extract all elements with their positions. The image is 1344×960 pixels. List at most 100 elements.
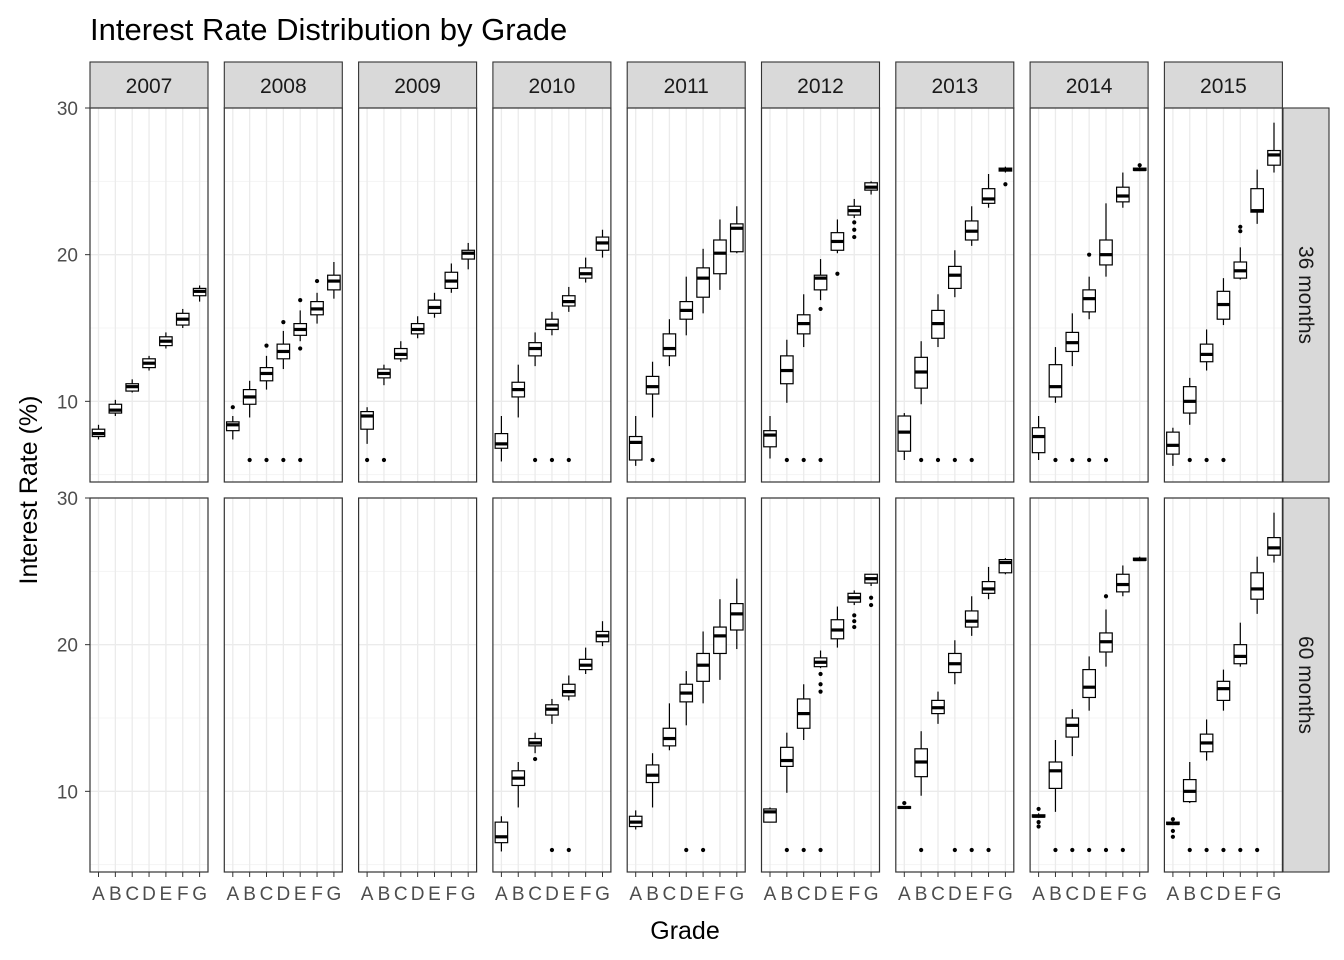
box-F [175,308,190,328]
box-A [494,416,509,462]
panel-border [1163,107,1284,483]
box-E [830,606,845,648]
outlier-point [264,457,269,463]
box-F [713,599,727,680]
facet-panel [492,107,612,483]
box-D [679,276,694,336]
outlier-point [919,847,924,853]
box-E [561,286,576,463]
box-C [931,691,945,724]
outlier-point [935,457,941,463]
facet-panel [1029,107,1149,483]
x-tick-label: E [428,884,441,905]
box-iqr [696,267,710,298]
panel-border [358,107,478,483]
x-tick-label: B [512,884,525,905]
outlier-point [869,595,874,600]
box-E [696,631,710,853]
x-tick-label: A [92,884,105,905]
box-B [511,762,526,808]
box-B [914,731,929,853]
x-tick-label: F [1117,884,1129,905]
outlier-point [852,619,857,624]
box-B [645,361,660,463]
outlier-point [533,457,538,463]
box-iqr [1166,431,1180,455]
box-iqr [1082,289,1097,313]
x-tick-label: E [1100,884,1113,905]
outlier-point [1221,847,1226,853]
outlier-point [1103,594,1109,599]
facet-panel [895,497,1015,873]
panel-border [1029,497,1149,873]
panel-border [223,497,343,873]
x-tick-label: D [411,884,425,905]
box-iqr [494,433,509,449]
panel-border [895,497,1015,873]
x-tick-label: D [814,884,828,905]
outlier-point [549,457,555,463]
box-F [578,647,593,674]
x-tick-label: B [378,884,391,905]
panel-border [626,497,746,873]
box-E [1233,622,1248,853]
box-C [1199,329,1214,463]
box-E [830,219,845,276]
box-B [914,341,929,463]
box-F [310,278,324,324]
box-A [225,405,240,440]
x-tick-label: G [1267,884,1282,905]
box-D [276,320,291,463]
outlier-point [1120,847,1125,853]
facet-strip-label-year: 2010 [529,75,576,98]
outlier-point [381,457,387,463]
x-tick-label: E [160,884,173,905]
x-tick-label: G [998,884,1013,905]
box-G [998,166,1013,187]
box-iqr [494,821,509,844]
facet-strip-label-year: 2012 [797,75,844,98]
box-G [1267,122,1281,173]
x-tick-label: B [646,884,659,905]
x-tick-label: A [764,884,777,905]
y-tick-label: 30 [57,489,78,510]
panel-border [492,497,612,873]
outlier-point [650,457,655,463]
facet-panel [358,497,478,873]
outlier-point [1238,229,1243,234]
box-iqr [1082,668,1097,699]
outlier-point [298,457,303,463]
outlier-point [247,457,252,463]
facet-panel [760,107,881,483]
facet-strip-year [492,61,612,109]
outlier-point [549,847,555,853]
box-C [528,732,542,762]
x-tick-label: F [1251,884,1263,905]
box-C [393,341,408,362]
box-D [545,698,559,853]
facet-strip-label-term: 36 months [1294,246,1317,344]
y-axis-title: Interest Rate (%) [15,396,43,585]
outlier-point [1036,824,1041,829]
panel-border [89,497,209,873]
x-tick-label: F [580,884,592,905]
x-tick-label: D [142,884,156,905]
box-E [427,292,442,318]
box-G [1267,512,1281,563]
panel-border [358,497,478,873]
outlier-point [1036,806,1041,812]
outlier-point [230,405,235,410]
x-tick-label: E [965,884,978,905]
outlier-point [818,689,823,694]
outlier-point [298,346,303,351]
box-D [545,311,559,463]
box-A [1166,817,1180,839]
box-D [813,650,828,853]
x-tick-label: F [848,884,860,905]
outlier-point [1137,163,1142,168]
outlier-point [1103,457,1109,463]
box-iqr [729,602,744,631]
box-C [1199,719,1214,853]
box-C [259,343,274,463]
